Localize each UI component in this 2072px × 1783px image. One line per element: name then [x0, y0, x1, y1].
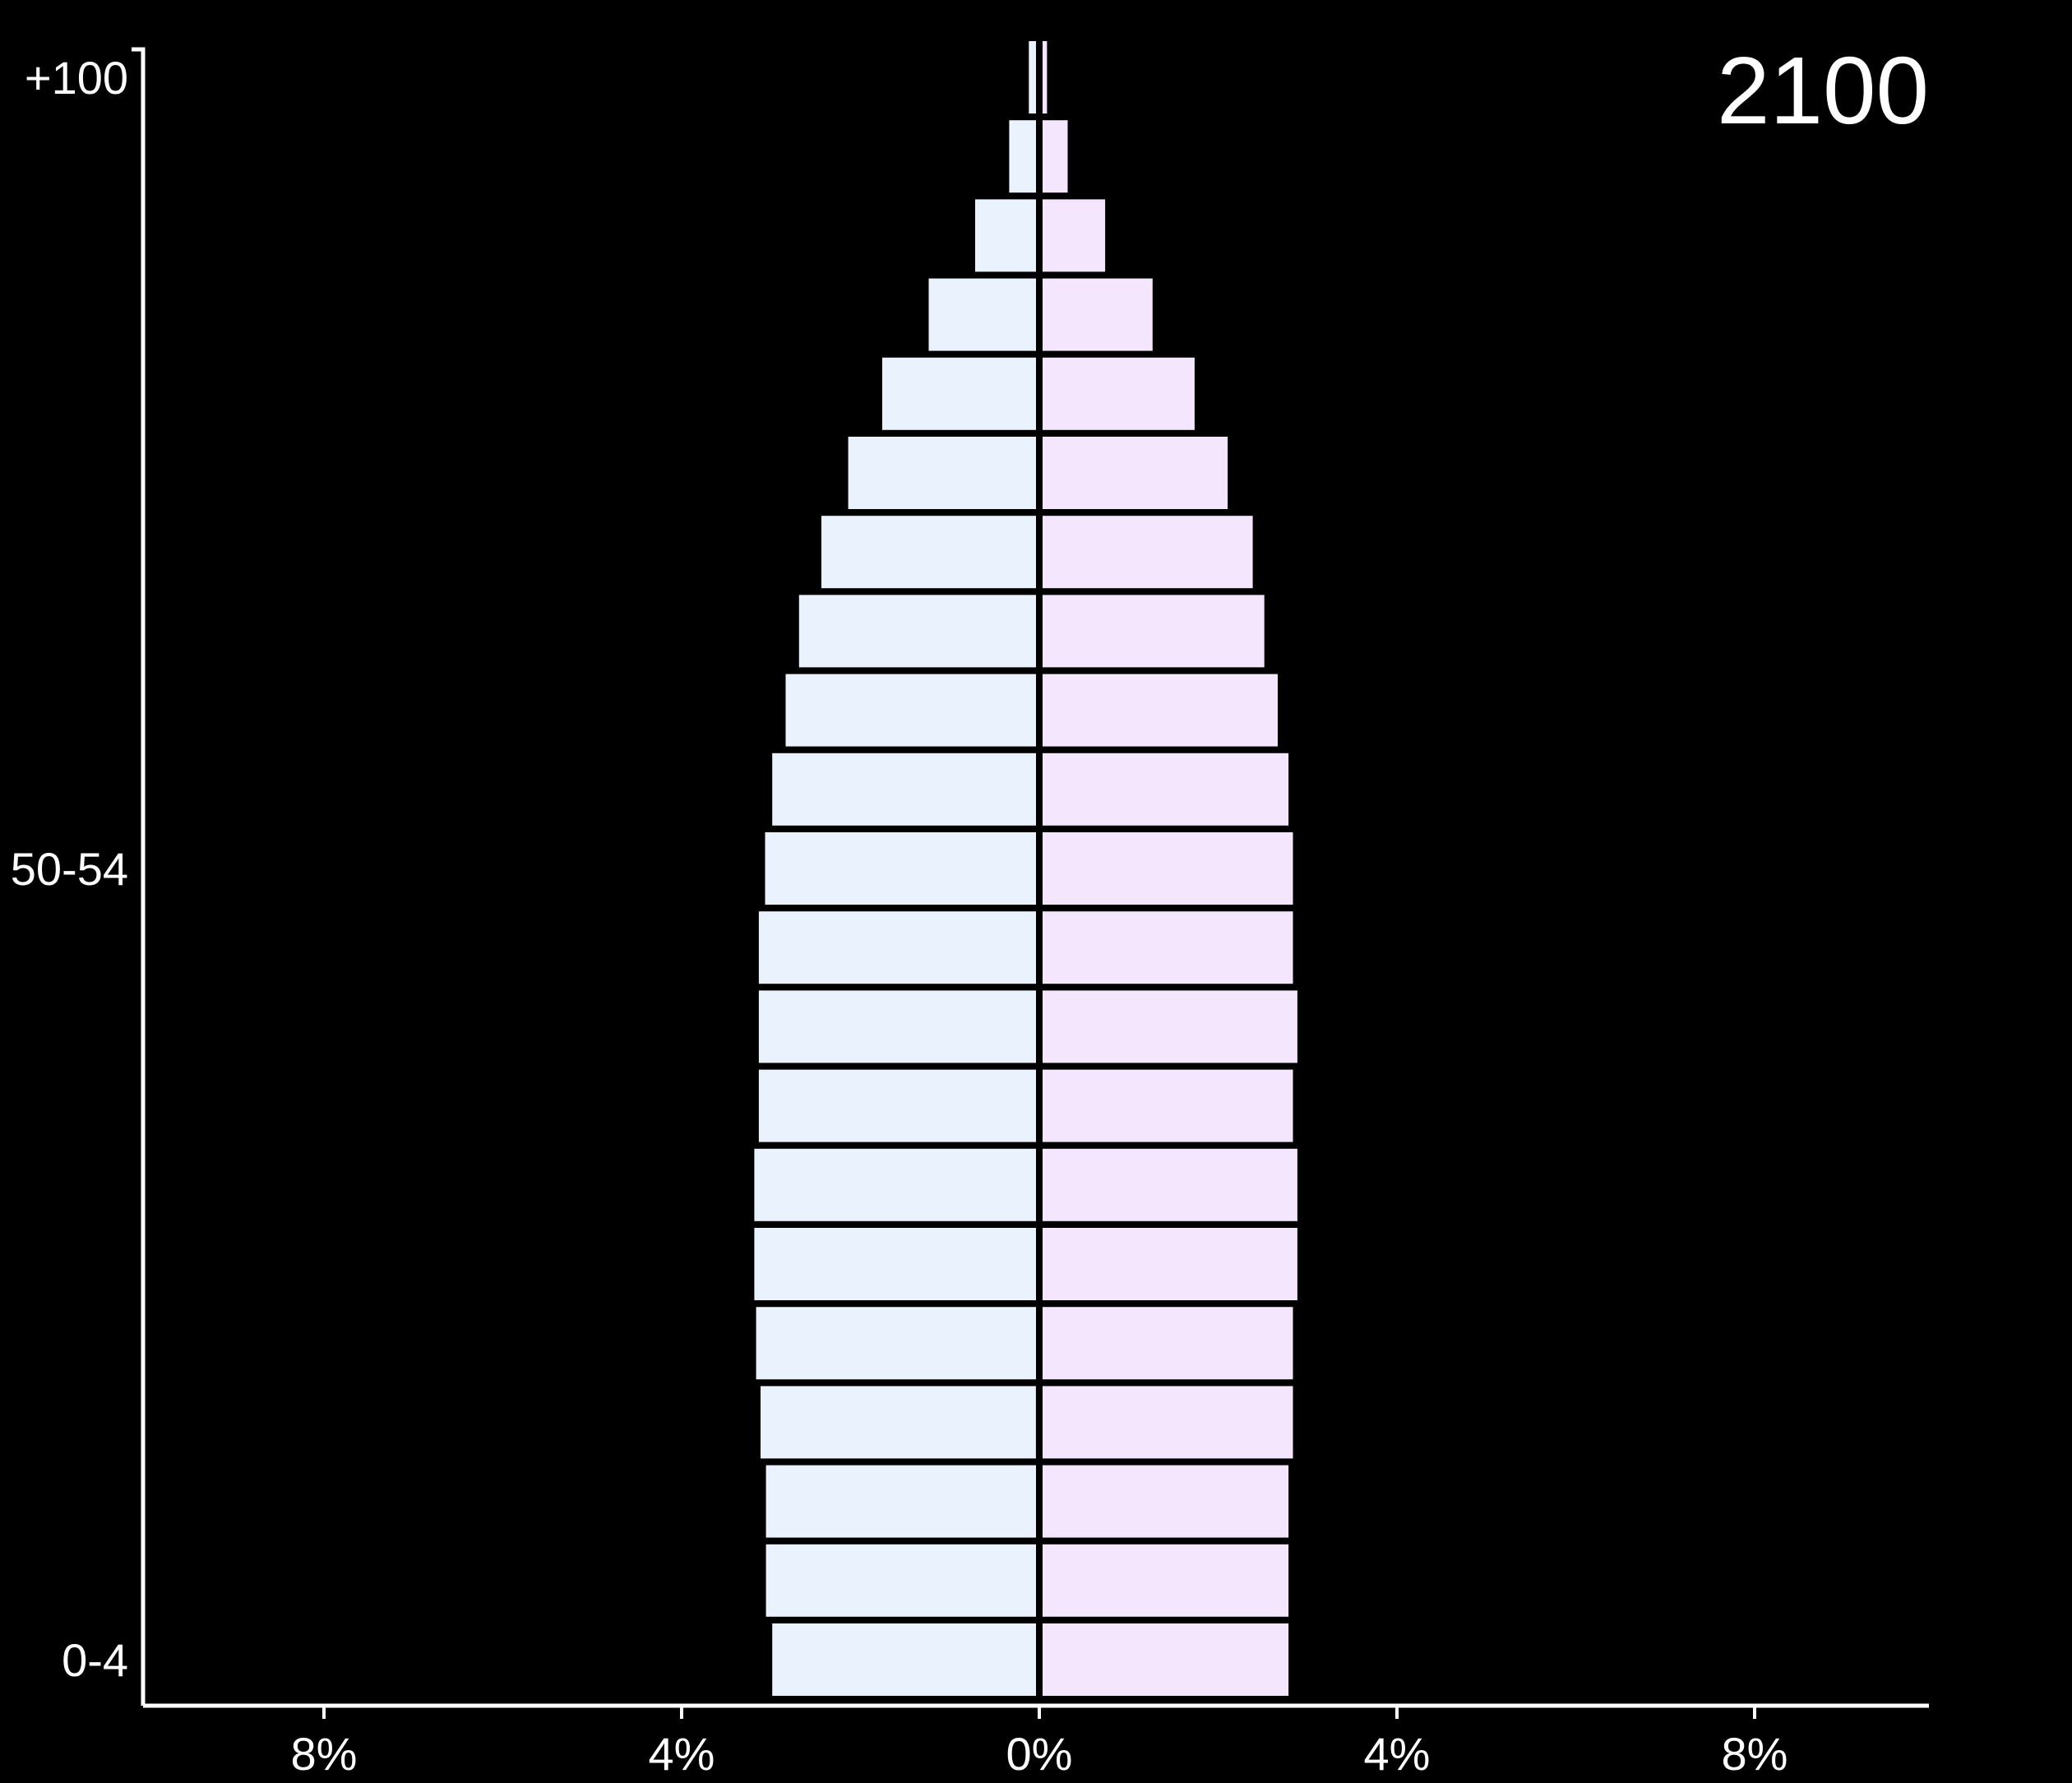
x-tick-label: 8% — [291, 1728, 358, 1780]
bar-left-85-89 — [928, 278, 1036, 351]
x-tick-label: 4% — [1364, 1728, 1431, 1780]
bar-right-80-84 — [1043, 357, 1195, 430]
bar-right-55-59 — [1043, 753, 1289, 826]
bar-left-35-39 — [758, 1069, 1036, 1142]
bar-left-90-94 — [975, 199, 1036, 272]
bar-left-80-84 — [882, 357, 1036, 430]
bar-right-95-99 — [1043, 120, 1068, 193]
y-axis-line — [132, 47, 146, 1706]
bar-right-30-34 — [1043, 1148, 1297, 1221]
bar-left-+100 — [1029, 41, 1036, 113]
bar-left-95-99 — [1009, 120, 1036, 193]
bar-right-65-69 — [1043, 595, 1265, 668]
bar-left-30-34 — [754, 1148, 1036, 1221]
bar-left-50-54 — [765, 832, 1036, 905]
bar-left-10-14 — [765, 1465, 1036, 1538]
x-tick-label: 0% — [1006, 1728, 1073, 1780]
bar-right-70-74 — [1043, 516, 1253, 589]
bar-left-65-69 — [798, 595, 1036, 668]
right-bars — [1043, 41, 1297, 1696]
bar-right-50-54 — [1043, 832, 1293, 905]
left-bars — [754, 41, 1036, 1696]
bar-left-40-44 — [758, 990, 1036, 1063]
bar-left-15-19 — [761, 1386, 1036, 1459]
bar-left-25-29 — [754, 1228, 1036, 1300]
bar-right-25-29 — [1043, 1228, 1297, 1300]
x-tick-label: 8% — [1722, 1728, 1788, 1780]
bar-right-75-79 — [1043, 437, 1228, 509]
bar-right-10-14 — [1043, 1465, 1289, 1538]
bar-right-5-9 — [1043, 1544, 1289, 1617]
bar-right-45-49 — [1043, 911, 1293, 984]
bar-left-20-24 — [756, 1307, 1036, 1380]
bar-left-0-4 — [772, 1623, 1036, 1696]
axes — [132, 47, 1929, 1708]
bar-left-45-49 — [758, 911, 1036, 984]
bar-right-85-89 — [1043, 278, 1153, 351]
bar-left-60-64 — [785, 674, 1036, 747]
bar-right-0-4 — [1043, 1623, 1289, 1696]
bar-left-55-59 — [772, 753, 1036, 826]
bar-right-20-24 — [1043, 1307, 1293, 1380]
y-axis-ticks: 0-4 50-54 +100 — [11, 52, 128, 1686]
bar-left-75-79 — [848, 437, 1036, 509]
x-tick-label: 4% — [649, 1728, 715, 1780]
bar-left-70-74 — [821, 516, 1036, 589]
bar-right-15-19 — [1043, 1386, 1293, 1459]
bar-right-+100 — [1043, 41, 1048, 113]
bar-right-60-64 — [1043, 674, 1278, 747]
year-label: 2100 — [1717, 37, 1929, 144]
y-tick-label: +100 — [25, 52, 128, 104]
x-axis-ticks: 8% 4% 0% 4% 8% — [291, 1706, 1788, 1780]
bar-right-90-94 — [1043, 199, 1106, 272]
bar-right-40-44 — [1043, 990, 1297, 1063]
bar-left-5-9 — [765, 1544, 1036, 1617]
bar-right-35-39 — [1043, 1069, 1293, 1142]
y-tick-label: 50-54 — [11, 843, 128, 895]
y-tick-label: 0-4 — [62, 1634, 128, 1686]
